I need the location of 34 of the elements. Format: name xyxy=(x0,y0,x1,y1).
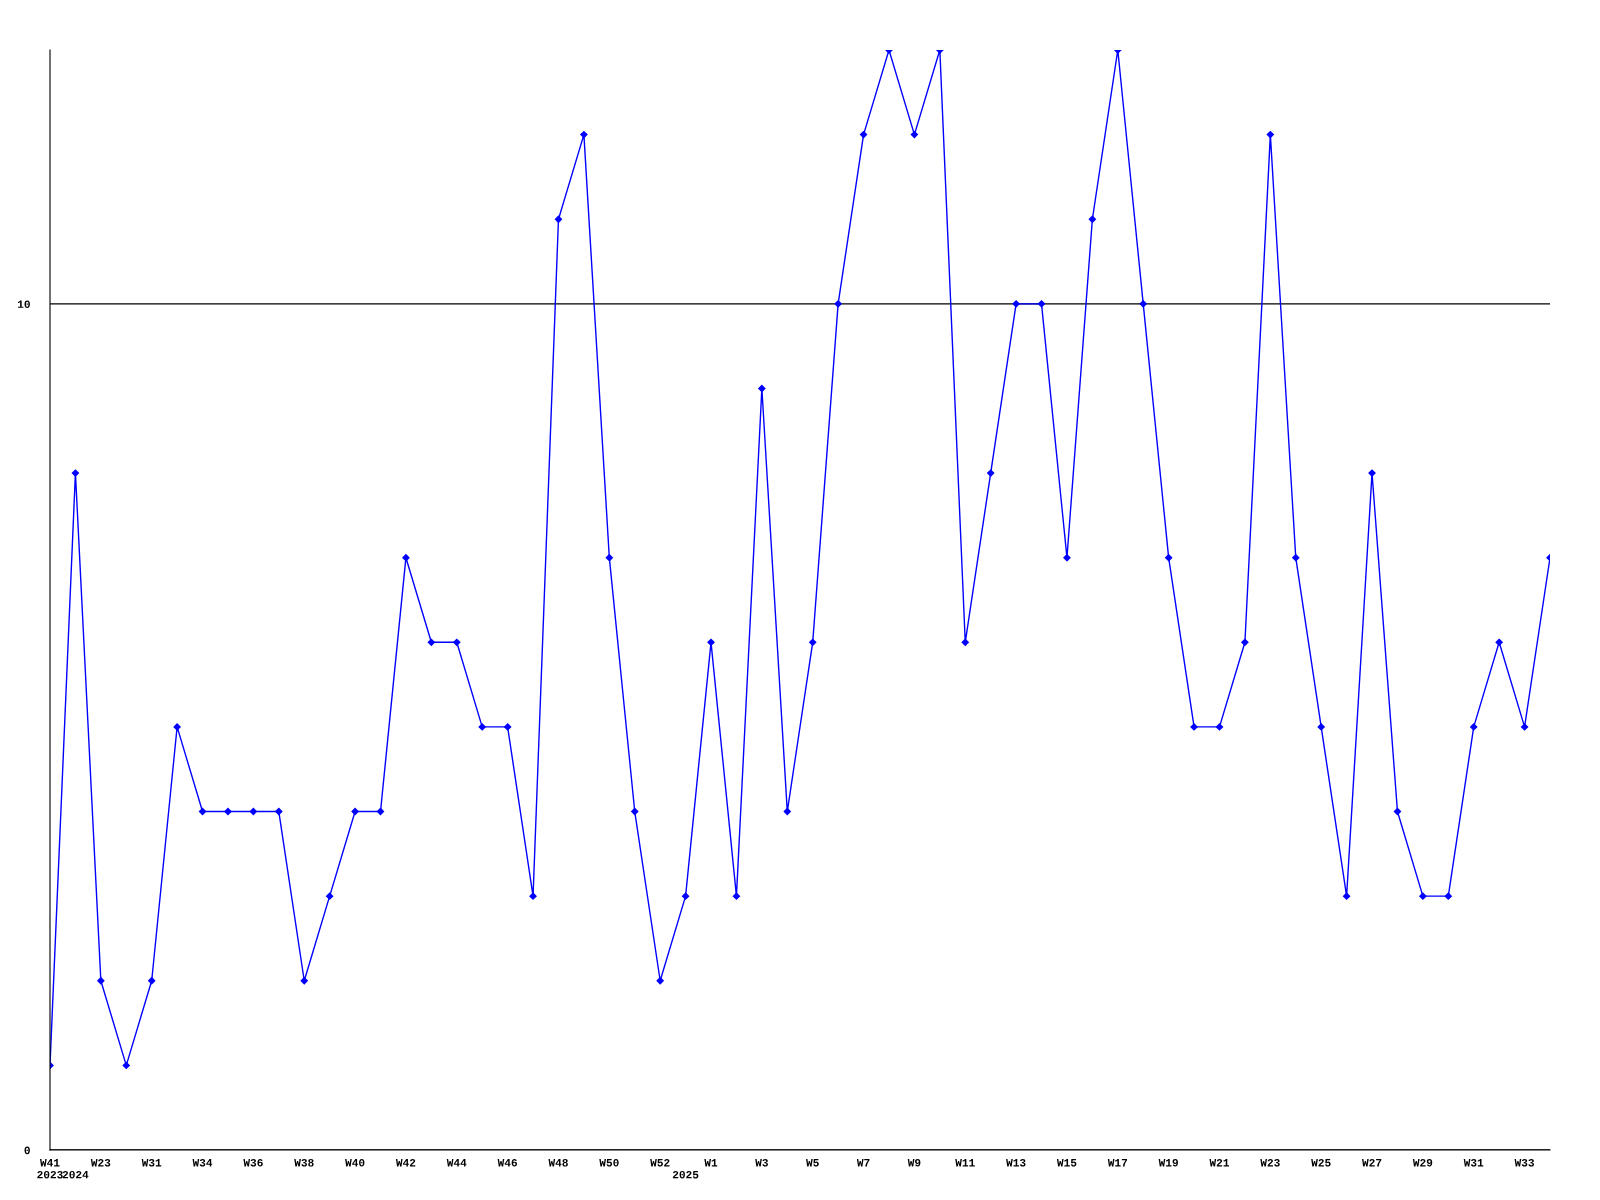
x-tick-label: W19 xyxy=(1158,1158,1178,1167)
x-tick-label: W50 xyxy=(599,1158,619,1167)
x-tick-label: W27 xyxy=(1362,1158,1382,1167)
x-tick-label: W21 xyxy=(1209,1158,1230,1167)
x-tick-label: W44 xyxy=(446,1159,467,1167)
y-tick-label: 10 xyxy=(17,300,30,308)
x-tick-label: 2024 xyxy=(62,1170,89,1179)
x-tick-label: W5 xyxy=(806,1159,819,1167)
x-tick-label: W7 xyxy=(856,1159,870,1167)
x-tick-label: W9 xyxy=(907,1158,921,1167)
x-tick-label: W3 xyxy=(755,1158,768,1167)
x-tick-label: W34 xyxy=(192,1158,213,1167)
x-tick-label: W25 xyxy=(1311,1158,1331,1167)
x-tick-label: W29 xyxy=(1412,1158,1433,1167)
x-tick-label: W48 xyxy=(548,1158,568,1167)
x-tick-label: W23 xyxy=(90,1158,111,1167)
x-tick-label: W42 xyxy=(395,1158,416,1167)
x-tick-label: W17 xyxy=(1107,1159,1128,1167)
x-tick-label: W38 xyxy=(294,1158,314,1167)
x-tick-label: 2025 xyxy=(672,1170,699,1179)
x-tick-label: W31 xyxy=(1463,1158,1484,1167)
x-tick-label: W40 xyxy=(345,1158,365,1167)
x-tick-label: W46 xyxy=(497,1158,518,1167)
x-tick-label: W11 xyxy=(955,1159,975,1167)
y-tick-label: 0 xyxy=(24,1146,30,1155)
x-tick-label: W36 xyxy=(243,1158,263,1167)
x-tick-label: W1 xyxy=(704,1159,718,1167)
x-tick-label: W23 xyxy=(1260,1158,1280,1167)
x-tick-label: W15 xyxy=(1056,1159,1077,1167)
x-tick-label: W13 xyxy=(1006,1158,1026,1167)
x-tick-label: W52 xyxy=(650,1158,670,1167)
x-tick-label: W41 2023 xyxy=(37,1159,63,1179)
x-tick-label: W33 xyxy=(1514,1158,1535,1167)
x-tick-label: W31 xyxy=(141,1158,162,1167)
